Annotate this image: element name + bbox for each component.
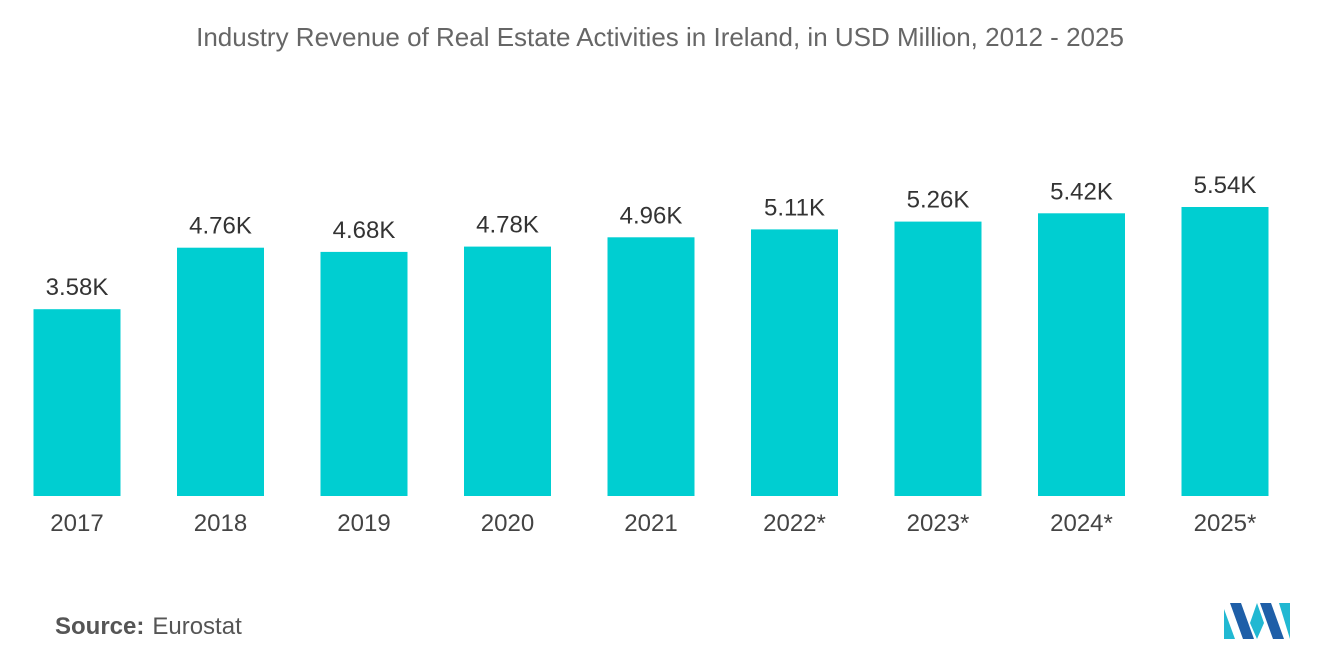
bar-value-label: 4.78K — [476, 212, 539, 239]
x-tick-label: 2025* — [1194, 510, 1257, 537]
source-note: Source: Eurostat — [55, 613, 242, 641]
source-value: Eurostat — [152, 613, 242, 640]
x-tick-label: 2023* — [907, 510, 970, 537]
bar-2025* — [1181, 207, 1269, 496]
mordor-intelligence-logo-icon — [1224, 603, 1290, 639]
bar-2021 — [607, 237, 695, 497]
bar-value-label: 5.54K — [1194, 172, 1257, 199]
bar-value-label: 3.58K — [46, 274, 109, 301]
bar-value-label: 5.42K — [1050, 178, 1113, 205]
chart-title: Industry Revenue of Real Estate Activiti… — [196, 22, 1124, 52]
bar-value-label: 4.76K — [189, 213, 252, 240]
x-tick-label: 2021 — [624, 510, 677, 537]
bar-chart: 3.58K 2017 4.76K 2018 4.68K 2019 4.78K 2020 4.96… — [33, 172, 1269, 537]
x-tick-label: 2020 — [481, 510, 534, 537]
bar-2019 — [320, 251, 408, 496]
bar-value-label: 4.68K — [333, 217, 396, 244]
source-label: Source: — [55, 613, 145, 640]
x-tick-label: 2022* — [763, 510, 826, 537]
bar-2017 — [33, 309, 121, 496]
bar-value-label: 5.11K — [764, 194, 825, 221]
bar-2022* — [751, 229, 838, 496]
bar-2024* — [1038, 213, 1125, 497]
bar-value-label: 4.96K — [620, 202, 683, 229]
bar-2018 — [177, 247, 264, 496]
x-tick-label: 2018 — [194, 510, 247, 537]
bar-2023* — [894, 221, 982, 496]
bar-2020 — [464, 246, 551, 496]
x-tick-label: 2017 — [50, 510, 103, 537]
x-tick-label: 2024* — [1050, 510, 1113, 537]
x-tick-label: 2019 — [337, 510, 390, 537]
bar-value-label: 5.26K — [907, 187, 970, 214]
